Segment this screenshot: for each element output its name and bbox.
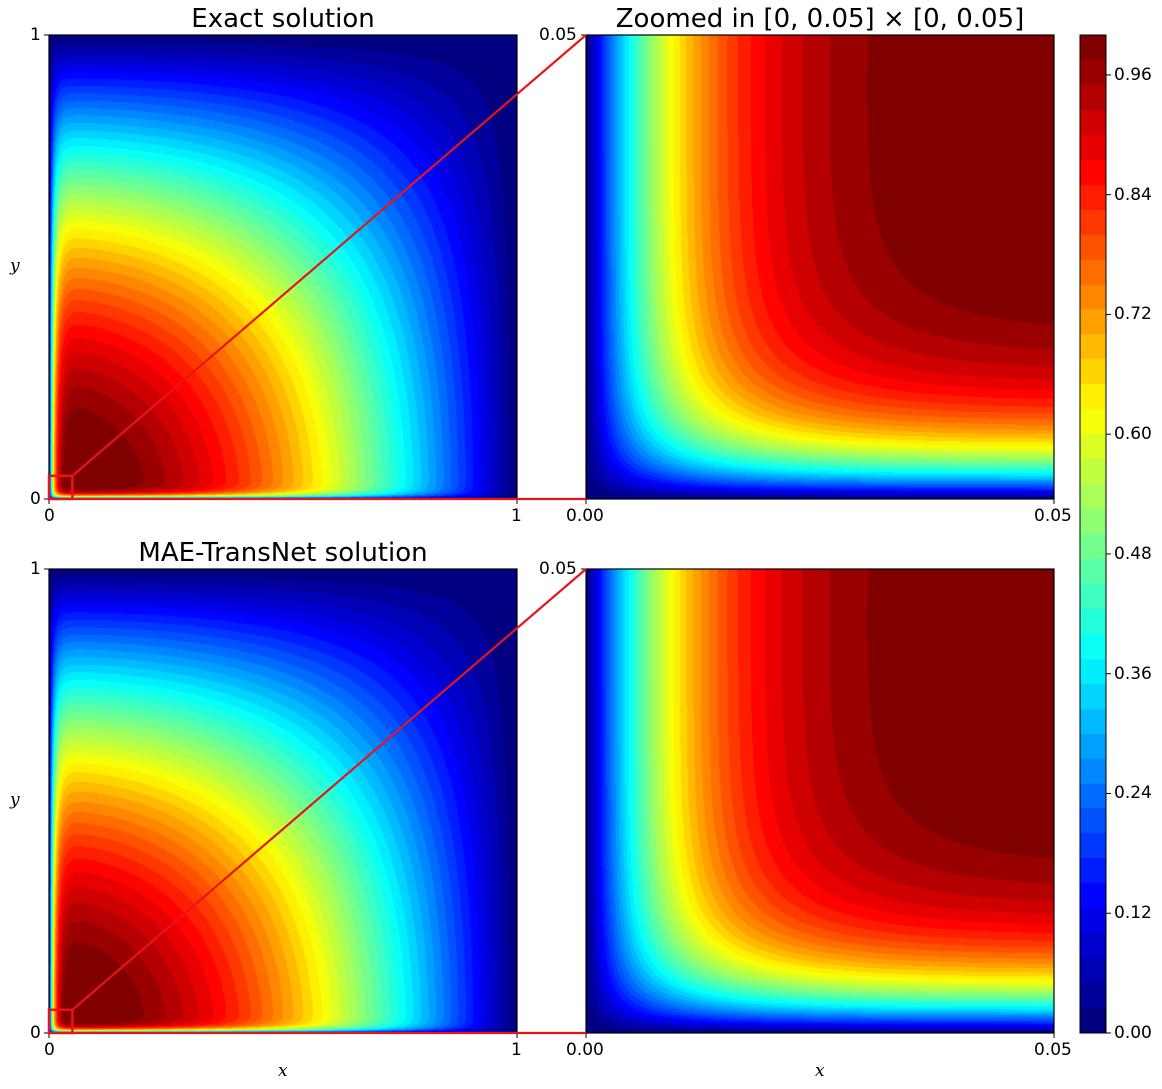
xtick-bottom-0: 0	[44, 1040, 55, 1060]
colorbar-tick-label: 0.12	[1114, 903, 1152, 924]
colorbar-tick-label: 0.24	[1114, 783, 1152, 804]
colorbar-tick-label: 0.84	[1114, 184, 1152, 205]
title-exact-solution: Exact solution	[191, 4, 375, 34]
title-mae-transnet: MAE-TransNet solution	[138, 538, 428, 568]
xtick-zoom-top-1: 0.05	[1034, 506, 1072, 526]
ylabel-bottom: y	[10, 790, 20, 810]
colorbar-tick-label: 0.72	[1114, 304, 1152, 325]
xlabel-bottom-left: x	[278, 1061, 288, 1081]
ytick-bottom-0: 0	[30, 1023, 41, 1043]
xtick-zoom-top-0: 0.00	[566, 506, 604, 526]
ytick-top-0: 0	[30, 489, 41, 509]
exact-solution-heatmap	[49, 35, 517, 499]
colorbar-tick-label: 0.48	[1114, 543, 1152, 564]
ytick-zoom-bottom: 0.05	[539, 559, 577, 579]
ylabel-top: y	[10, 256, 20, 276]
xtick-bottom-1: 1	[511, 1040, 522, 1060]
colorbar-tick-label: 0.36	[1114, 663, 1152, 684]
colorbar-tick-label: 0.60	[1114, 424, 1152, 445]
ytick-top-1: 1	[30, 25, 41, 45]
colorbar	[1080, 35, 1106, 1033]
colorbar-tick-label: 0.00	[1114, 1023, 1152, 1043]
mae-transnet-heatmap	[49, 569, 517, 1033]
title-zoomed: Zoomed in [0, 0.05] × [0, 0.05]	[615, 4, 1025, 34]
xtick-top-1: 1	[511, 506, 522, 526]
xtick-zoom-bottom-1: 0.05	[1034, 1040, 1072, 1060]
colorbar-tick-label: 0.96	[1114, 64, 1152, 85]
zoomed-exact-heatmap	[586, 35, 1054, 499]
ytick-zoom-top: 0.05	[539, 25, 577, 45]
ytick-bottom-1: 1	[30, 559, 41, 579]
xlabel-bottom-right: x	[815, 1061, 825, 1081]
zoomed-mae-transnet-heatmap	[586, 569, 1054, 1033]
xtick-top-0: 0	[44, 506, 55, 526]
xtick-zoom-bottom-0: 0.00	[566, 1040, 604, 1060]
